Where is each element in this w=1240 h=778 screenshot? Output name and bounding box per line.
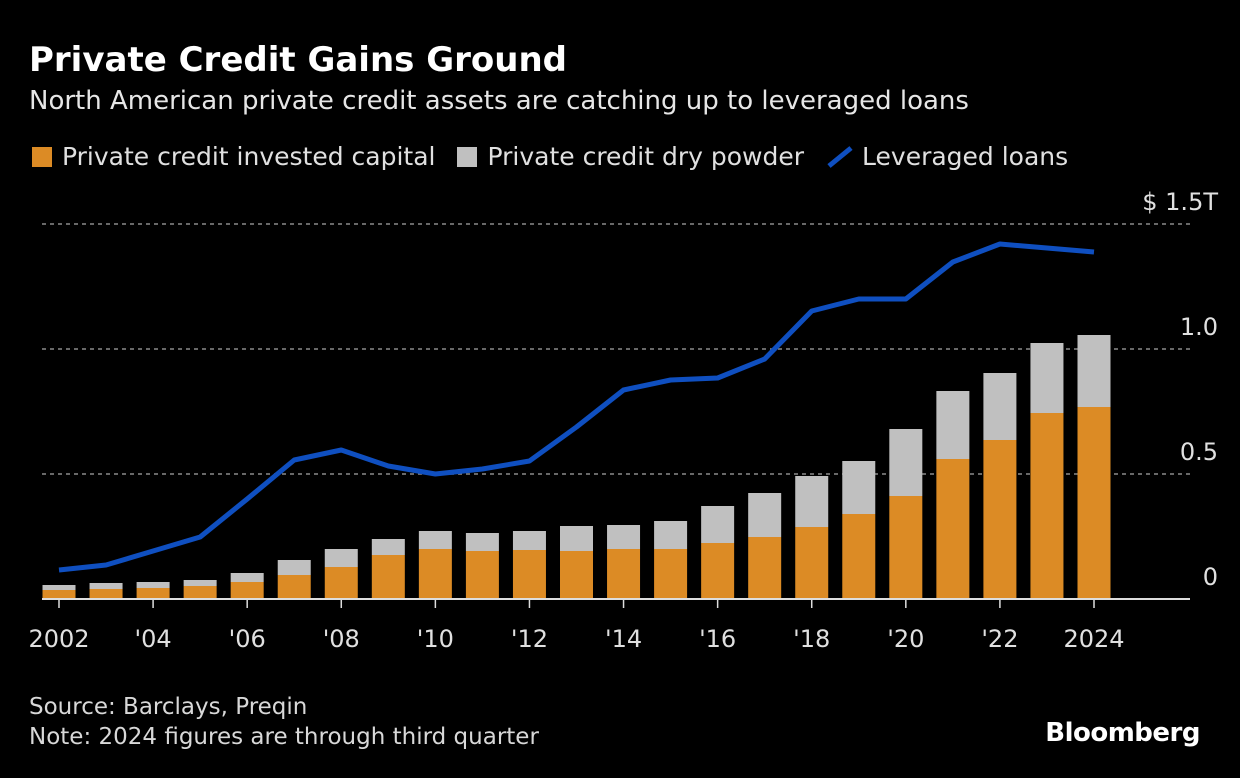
bar-dry-powder [560, 526, 593, 551]
x-tick-label: 2002 [28, 625, 89, 653]
bar-dry-powder [512, 531, 546, 550]
bar-dry-powder [842, 461, 876, 514]
x-tick-label: '06 [229, 625, 266, 653]
bar-invested-capital [230, 582, 264, 599]
source-text: Source: Barclays, Preqin [29, 694, 308, 720]
bar-invested-capital [465, 551, 499, 599]
bar-invested-capital [1077, 407, 1111, 599]
bar-dry-powder [936, 391, 970, 459]
x-tick-label: '18 [793, 625, 830, 653]
bar-invested-capital [324, 567, 358, 599]
bar-dry-powder [607, 525, 641, 549]
bar-invested-capital [936, 459, 970, 599]
bar-invested-capital [42, 590, 76, 599]
chart-title: Private Credit Gains Ground [29, 40, 568, 80]
x-tick-label: '08 [323, 625, 360, 653]
x-tick-label: '20 [887, 625, 924, 653]
bar-invested-capital [889, 496, 923, 599]
bar-dry-powder [1030, 343, 1064, 413]
x-tick-label: '14 [605, 625, 642, 653]
bar-dry-powder [418, 531, 452, 549]
x-tick-label: '16 [699, 625, 736, 653]
legend-swatch-dry-powder [457, 146, 478, 167]
bar-dry-powder [371, 539, 405, 555]
line-leveraged-loans [58, 241, 1095, 573]
x-tick-label: 2024 [1063, 625, 1124, 653]
bar-invested-capital [842, 514, 876, 599]
x-tick-label: '04 [135, 625, 172, 653]
bar-invested-capital [701, 543, 735, 599]
bar-dry-powder [748, 493, 782, 537]
y-tick-label: $ 1.5T [1142, 188, 1218, 216]
legend-line-icon [827, 145, 853, 168]
bar-dry-powder [42, 585, 76, 590]
bar-invested-capital [136, 588, 170, 599]
bar-dry-powder [701, 506, 735, 543]
y-tick-label: 1.0 [1180, 313, 1218, 341]
note-text: Note: 2024 figures are through third qua… [29, 724, 539, 750]
legend-swatch-invested [32, 146, 52, 167]
bar-invested-capital [1030, 413, 1064, 599]
bar-dry-powder [89, 583, 123, 589]
chart-subtitle: North American private credit assets are… [29, 86, 969, 116]
x-tick-label: '10 [417, 625, 454, 653]
bar-invested-capital [418, 549, 452, 599]
legend-label-dry-powder: Private credit dry powder [487, 142, 805, 171]
bar-invested-capital [607, 549, 641, 599]
y-tick-label: 0.5 [1180, 438, 1218, 466]
legend: Private credit invested capital Private … [32, 142, 1090, 171]
bar-dry-powder [983, 373, 1017, 440]
bar-dry-powder [230, 573, 264, 582]
bar-dry-powder [136, 582, 170, 588]
bar-dry-powder [277, 560, 311, 575]
x-tick-label: '12 [511, 625, 548, 653]
bar-dry-powder [795, 476, 829, 527]
legend-item-leveraged-loans: Leveraged loans [826, 142, 1068, 171]
bar-dry-powder [324, 549, 358, 567]
legend-item-invested: Private credit invested capital [32, 142, 435, 171]
legend-label-leveraged-loans: Leveraged loans [862, 142, 1069, 171]
x-tick-label: '22 [981, 625, 1018, 653]
y-tick-label: 0 [1203, 563, 1218, 591]
bar-invested-capital [183, 586, 217, 599]
bar-invested-capital [748, 537, 782, 599]
bar-invested-capital [654, 549, 688, 599]
legend-item-dry-powder: Private credit dry powder [457, 142, 804, 171]
legend-label-invested: Private credit invested capital [62, 142, 436, 171]
bar-dry-powder [889, 429, 923, 496]
bar-dry-powder [1077, 335, 1111, 407]
bar-invested-capital [795, 527, 829, 599]
bar-invested-capital [371, 555, 405, 599]
bar-invested-capital [89, 589, 123, 599]
bar-invested-capital [512, 550, 546, 599]
bar-invested-capital [277, 575, 311, 599]
bar-dry-powder [183, 580, 217, 586]
bar-invested-capital [983, 440, 1017, 599]
bar-dry-powder [654, 521, 688, 549]
bar-invested-capital [560, 551, 593, 599]
bloomberg-logo: Bloomberg [1045, 718, 1200, 748]
bar-dry-powder [465, 533, 499, 551]
